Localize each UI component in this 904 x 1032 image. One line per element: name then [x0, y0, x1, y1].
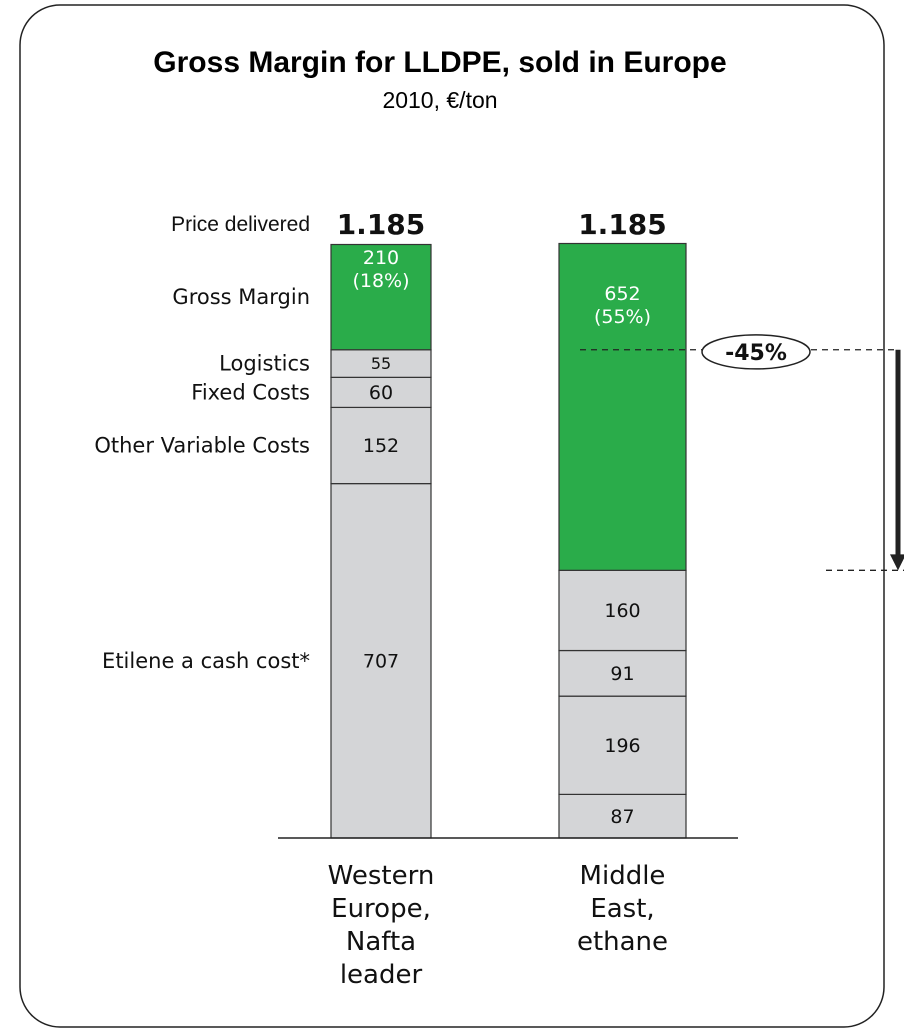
- x-tick-label: Western Europe, Nafta leader: [327, 861, 435, 990]
- value-label: 707: [363, 650, 399, 672]
- bar-segment: [330, 376, 432, 409]
- total-label: 1.185: [337, 208, 426, 241]
- value-label: 60: [369, 382, 393, 404]
- value-label: 87: [610, 806, 634, 828]
- value-label: 160: [604, 600, 640, 622]
- segment-label: Other Variable Costs: [94, 434, 310, 458]
- total-label: 1.185: [578, 208, 667, 241]
- segment-label: Fixed Costs: [191, 380, 310, 404]
- value-label: 210 (18%): [352, 247, 410, 293]
- segment-label: Logistics: [219, 352, 310, 376]
- arrow-head: [890, 554, 904, 571]
- value-label: 91: [610, 663, 634, 685]
- bar-segment: [558, 649, 687, 697]
- bar-segment: [330, 349, 432, 378]
- chart-title: Gross Margin for LLDPE, sold in Europe: [153, 46, 726, 79]
- frame: [19, 4, 885, 1028]
- value-label: 652 (55%): [593, 283, 652, 329]
- bar-segment: [558, 569, 687, 652]
- bar-segment: [558, 242, 687, 571]
- segment-label: Etilene a cash cost*: [102, 649, 310, 673]
- value-label: 152: [363, 435, 399, 457]
- value-label: 196: [604, 735, 640, 757]
- bar-segment: [330, 243, 432, 351]
- annotation-oval: [701, 334, 811, 370]
- annotation: -45%: [725, 341, 787, 366]
- chart-subtitle: 2010, €/ton: [382, 87, 497, 113]
- total-name: Price delivered: [171, 213, 310, 236]
- segment-label: Gross Margin: [172, 285, 310, 309]
- value-label: 55: [371, 354, 391, 373]
- x-tick-label: Middle East, ethane: [576, 861, 669, 957]
- bar-segment: [558, 695, 687, 795]
